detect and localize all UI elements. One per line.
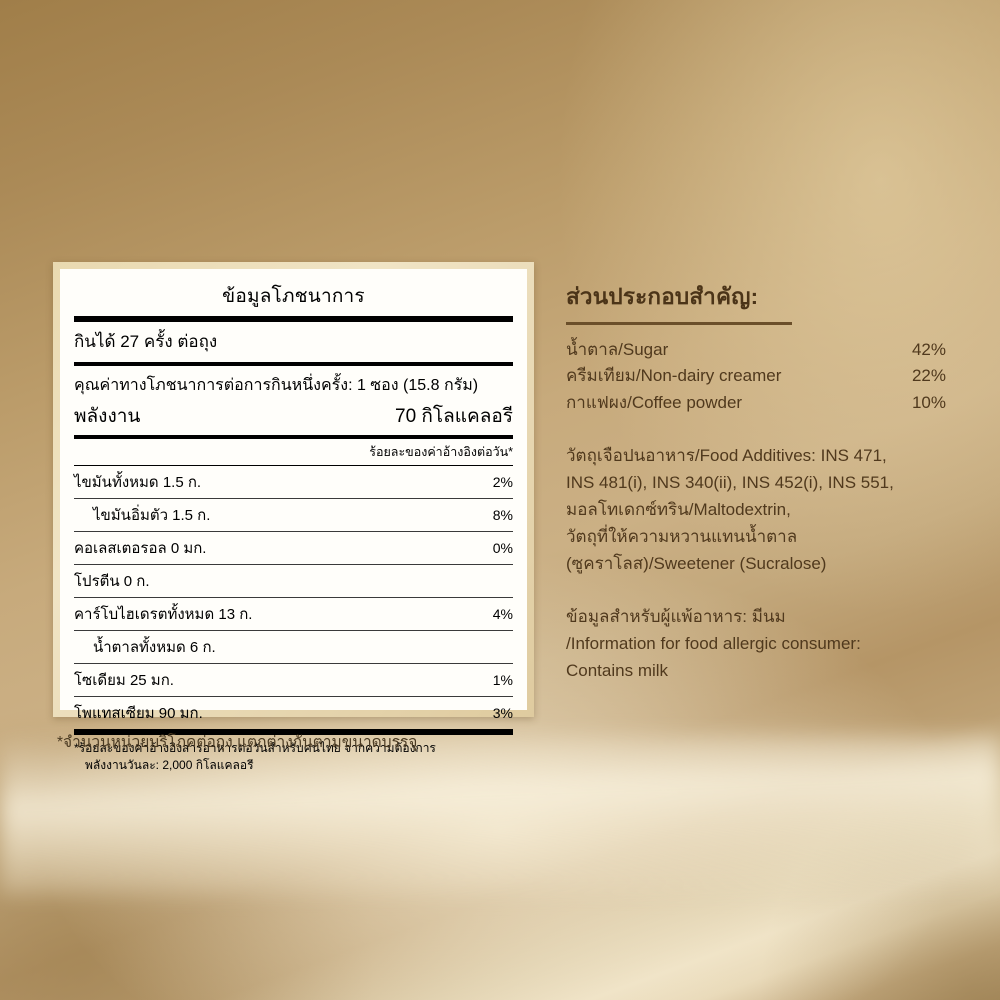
nutrient-row: ไขมันทั้งหมด 1.5 ก. 2% — [74, 466, 513, 499]
energy-value: 70 กิโลแคลอรี — [395, 406, 513, 427]
nutrient-row: โซเดียม 25 มก. 1% — [74, 664, 513, 697]
energy-row: พลังงาน 70 กิโลแคลอรี — [74, 400, 513, 439]
food-additives-line: วัตถุเจือปนอาหาร/Food Additives: INS 471… — [566, 446, 887, 466]
ingredient-percentage: 42% — [911, 339, 946, 359]
nutrient-daily-value: 3% — [492, 705, 513, 721]
nutrient-daily-value: 8% — [492, 507, 513, 523]
ingredient-percentage: 10% — [911, 393, 946, 413]
nutrient-label: ไขมันอิ่มตัว 1.5 ก. — [93, 507, 211, 524]
ingredients-column: ส่วนประกอบสำคัญ: น้ำตาล/Sugar 42% ครีมเทีย… — [566, 278, 946, 685]
nutrient-daily-value: 0% — [492, 540, 513, 556]
ingredient-percentage: 22% — [911, 366, 946, 386]
footnote-line-2: พลังงานวันละ: 2,000 กิโลแคลอรี — [85, 758, 254, 773]
nutrient-row: คาร์โบไฮเดรตทั้งหมด 13 ก. 4% — [74, 598, 513, 631]
ingredient-row-list: น้ำตาล/Sugar 42% ครีมเทียม/Non-dairy cream… — [566, 337, 946, 418]
food-additives-line: (ซูคราโลส)/Sweetener (Sucralose) — [566, 553, 827, 573]
food-additives-line: วัตถุที่ให้ความหวานแทนน้ำตาล — [566, 526, 798, 546]
nutrient-row-list: ไขมันทั้งหมด 1.5 ก. 2% ไขมันอิ่มตัว 1.5 ก.… — [74, 466, 513, 735]
allergen-information-block: ข้อมูลสำหรับผู้แพ้อาหาร: มีนม/Informatio… — [566, 604, 946, 685]
ingredients-heading-underline — [566, 322, 792, 325]
nutrition-facts-inner: ข้อมูลโภชนาการ กินได้ 27 ครั้ง ต่อถุง คุ… — [60, 269, 527, 772]
ingredient-name: กาแฟผง/Coffee powder — [566, 393, 743, 413]
daily-value-header: ร้อยละของค่าอ้างอิงต่อวัน* — [74, 439, 513, 466]
ingredient-row: น้ำตาล/Sugar 42% — [566, 337, 946, 364]
nutrient-row: โพแทสเซียม 90 มก. 3% — [74, 697, 513, 735]
allergen-information-line: /Information for food allergic consumer: — [566, 634, 861, 654]
food-additives-line: มอลโทเดกซ์ทริน/Maltodextrin, — [566, 499, 791, 519]
serving-size: คุณค่าทางโภชนาการต่อการกินหนึ่งครั้ง: 1 … — [74, 377, 479, 394]
energy-label: พลังงาน — [74, 406, 141, 427]
background-sheen-band — [0, 735, 1000, 895]
nutrient-daily-value: 4% — [492, 606, 513, 622]
nutrient-daily-value: 1% — [492, 672, 513, 688]
nutrient-row: ไขมันอิ่มตัว 1.5 ก. 8% — [74, 499, 513, 532]
nutrient-label: น้ำตาลทั้งหมด 6 ก. — [93, 639, 216, 656]
nutrient-daily-value: 2% — [492, 474, 513, 490]
footnote-line-1: *ร้อยละของค่าอ้างอิงสารอาหารต่อวันสำหรับ… — [74, 741, 436, 755]
ingredient-name: ครีมเทียม/Non-dairy creamer — [566, 366, 782, 386]
nutrition-facts-panel: ข้อมูลโภชนาการ กินได้ 27 ครั้ง ต่อถุง คุ… — [53, 262, 534, 772]
nutrient-label: โพแทสเซียม 90 มก. — [74, 705, 203, 722]
allergen-information-line: ข้อมูลสำหรับผู้แพ้อาหาร: มีนม — [566, 607, 786, 627]
nutrient-label: คาร์โบไฮเดรตทั้งหมด 13 ก. — [74, 606, 253, 623]
ingredient-row: ครีมเทียม/Non-dairy creamer 22% — [566, 363, 946, 390]
nutrition-title: ข้อมูลโภชนาการ — [74, 279, 513, 322]
servings-per-container: กินได้ 27 ครั้ง ต่อถุง — [74, 322, 513, 366]
nutrition-footnote: *ร้อยละของค่าอ้างอิงสารอาหารต่อวันสำหรับ… — [74, 735, 513, 775]
food-additives-line: INS 481(i), INS 340(ii), INS 452(i), INS… — [566, 472, 894, 492]
nutrient-row: โปรตีน 0 ก. — [74, 565, 513, 598]
nutrient-label: โปรตีน 0 ก. — [74, 573, 150, 590]
food-additives-block: วัตถุเจือปนอาหาร/Food Additives: INS 471… — [566, 443, 946, 577]
nutrient-label: คอเลสเตอรอล 0 มก. — [74, 540, 207, 557]
allergen-information-line: Contains milk — [566, 661, 669, 681]
package-note: *จำนวนหน่วยบริโภคต่อถุง แตกต่างกันตามขนา… — [57, 734, 418, 751]
ingredient-name: น้ำตาล/Sugar — [566, 339, 669, 359]
nutrient-row: คอเลสเตอรอล 0 มก. 0% — [74, 532, 513, 565]
nutrient-label: โซเดียม 25 มก. — [74, 672, 174, 689]
nutrient-row: น้ำตาลทั้งหมด 6 ก. — [74, 631, 513, 664]
ingredient-row: กาแฟผง/Coffee powder 10% — [566, 390, 946, 417]
ingredients-heading: ส่วนประกอบสำคัญ: — [566, 284, 759, 309]
nutrient-label: ไขมันทั้งหมด 1.5 ก. — [74, 474, 202, 491]
